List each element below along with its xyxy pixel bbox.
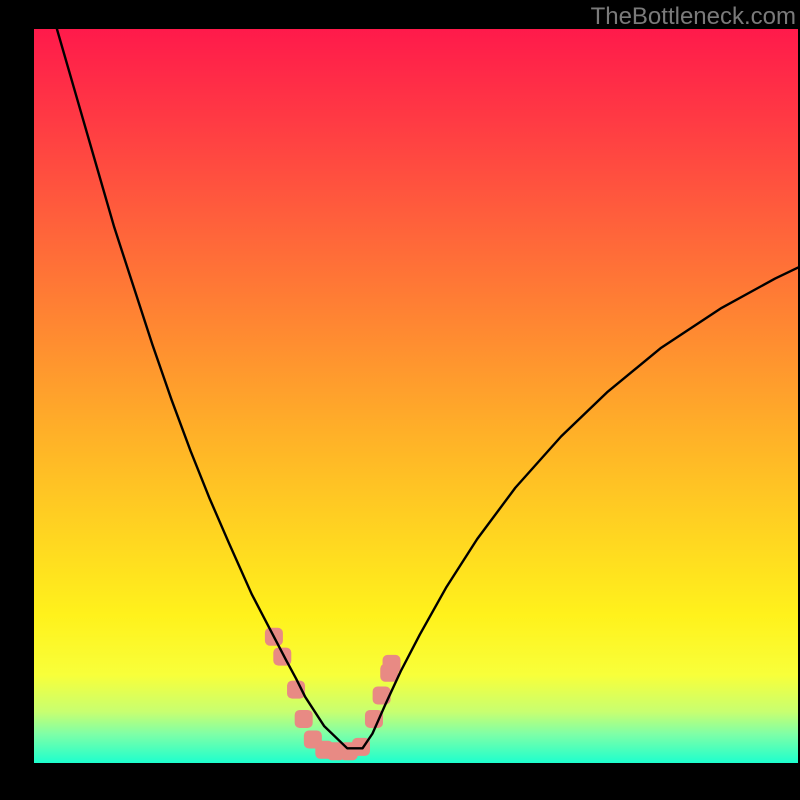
chart-frame: TheBottleneck.com bbox=[0, 0, 800, 800]
plot-gradient-background bbox=[34, 29, 798, 763]
watermark-text: TheBottleneck.com bbox=[591, 3, 796, 31]
